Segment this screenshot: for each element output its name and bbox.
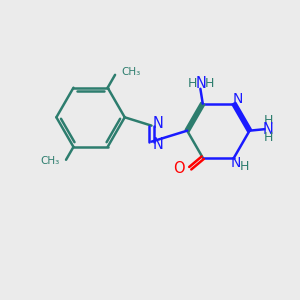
- Text: N: N: [262, 122, 273, 137]
- Text: N: N: [196, 76, 206, 91]
- Text: N: N: [153, 116, 164, 131]
- Text: CH₃: CH₃: [122, 68, 141, 77]
- Text: CH₃: CH₃: [40, 156, 59, 166]
- Text: O: O: [173, 161, 185, 176]
- Text: N: N: [232, 92, 243, 106]
- Text: H: H: [263, 114, 273, 128]
- Text: H: H: [240, 160, 249, 172]
- Text: N: N: [153, 136, 164, 152]
- Text: N: N: [230, 156, 241, 170]
- Text: H: H: [205, 77, 214, 90]
- Text: H: H: [263, 131, 273, 144]
- Text: H: H: [188, 77, 197, 90]
